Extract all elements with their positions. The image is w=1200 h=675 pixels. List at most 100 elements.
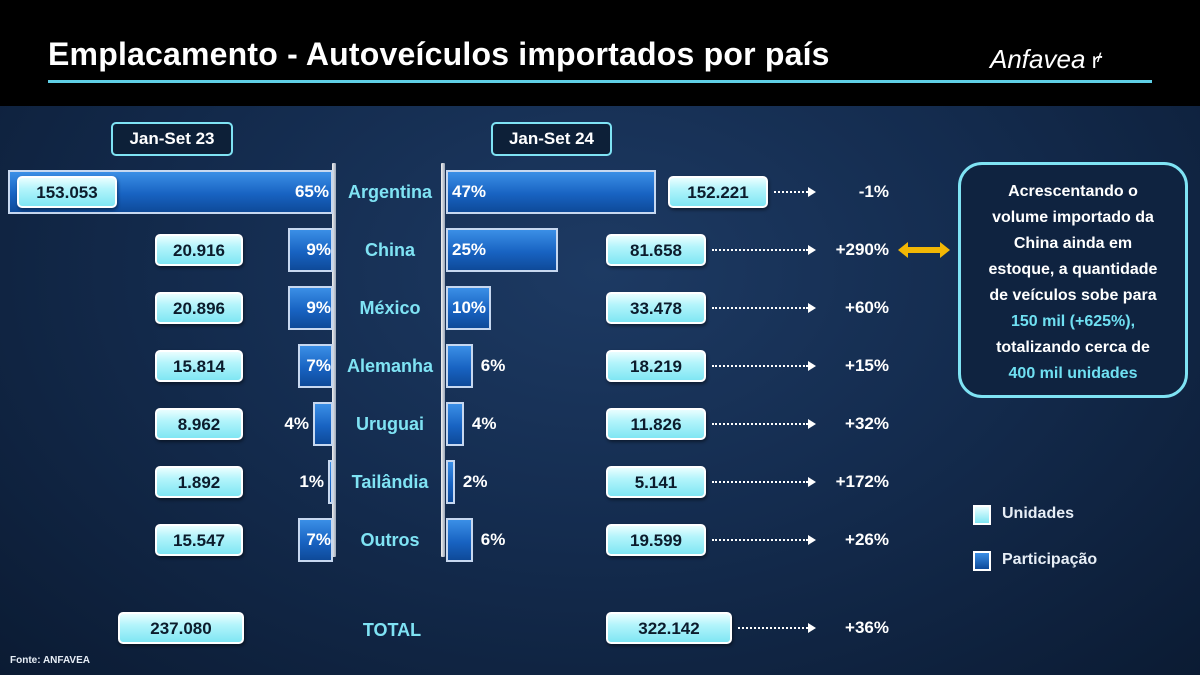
share-bar-2024 <box>446 228 558 272</box>
share-label-2023: 4% <box>284 414 309 433</box>
units-box-2023: 20.916 <box>155 234 243 266</box>
note-line: Acrescentando o <box>1008 183 1138 200</box>
trend-arrow-head <box>808 245 816 255</box>
share-bar-2023 <box>298 344 333 388</box>
legend-swatch-units <box>973 505 991 525</box>
trend-arrow-head <box>808 303 816 313</box>
china-note-box: Acrescentando o volume importado da Chin… <box>958 162 1188 398</box>
share-bar-2024 <box>446 344 473 388</box>
total-variation-label: +36% <box>845 618 889 637</box>
units-box-2024: 5.141 <box>606 466 706 498</box>
period-label-2024: Jan-Set 24 <box>491 122 612 156</box>
country-label: Outros <box>360 530 420 550</box>
country-label: México <box>359 298 421 318</box>
share-label-2024: 6% <box>480 530 506 549</box>
units-box-2023: 20.896 <box>155 292 243 324</box>
share-bar-2023 <box>298 518 333 562</box>
trend-arrow-head <box>808 623 816 633</box>
units-box-2024: 33.478 <box>606 292 706 324</box>
legend-swatch-share <box>973 551 991 571</box>
note-line: China ainda em <box>1013 235 1133 252</box>
trend-arrow-line <box>738 627 808 629</box>
country-label: Alemanha <box>346 356 434 376</box>
variation-label: +26% <box>845 530 889 549</box>
units-box-2024: 19.599 <box>606 524 706 556</box>
logo-text: Anfavea <box>990 44 1086 74</box>
logo-mark-icon: ꝵ <box>1091 48 1103 73</box>
units-box-2023: 15.547 <box>155 524 243 556</box>
share-label-2024: 4% <box>471 414 497 433</box>
share-bar-2024 <box>446 402 464 446</box>
trend-arrow-line <box>712 539 808 541</box>
share-label-2023: 7% <box>306 356 331 375</box>
share-bar-2024 <box>446 518 473 562</box>
variation-label: +32% <box>845 414 889 433</box>
left-separator <box>332 163 336 557</box>
header-bar <box>0 0 1200 106</box>
total-label: TOTAL <box>362 620 422 640</box>
trend-arrow-line <box>712 423 808 425</box>
units-box-2024: 11.826 <box>606 408 706 440</box>
trend-arrow-head <box>808 477 816 487</box>
trend-arrow-head <box>808 361 816 371</box>
units-box-2023: 15.814 <box>155 350 243 382</box>
share-bar-2023 <box>328 460 333 504</box>
variation-label: +15% <box>845 356 889 375</box>
anfavea-logo: Anfavea ꝵ <box>990 44 1155 76</box>
share-label-2023: 65% <box>294 182 329 201</box>
share-label-2024: 6% <box>480 356 506 375</box>
units-box-2024: 81.658 <box>606 234 706 266</box>
units-box-2023: 1.892 <box>155 466 243 498</box>
period-label-2023: Jan-Set 23 <box>111 122 233 156</box>
note-line: de veículos sobe para <box>989 287 1157 304</box>
total-units-2024: 322.142 <box>606 612 732 644</box>
country-label: Uruguai <box>355 414 424 434</box>
units-box-2024: 18.219 <box>606 350 706 382</box>
title-underline <box>48 80 1152 83</box>
trend-arrow-line <box>774 191 808 193</box>
note-line: volume importado da <box>992 209 1154 226</box>
share-bar-2024 <box>446 460 455 504</box>
legend-label-units: Unidades <box>1002 505 1075 522</box>
share-label-2023: 9% <box>306 240 331 259</box>
note-highlight-400mil: 400 mil unidades <box>1008 365 1138 382</box>
share-bar-2023 <box>288 286 333 330</box>
note-line: totalizando cerca de <box>996 339 1150 356</box>
variation-label: -1% <box>858 182 889 201</box>
page-title: Emplacamento - Autoveículos importados p… <box>48 36 830 72</box>
right-separator <box>441 163 445 557</box>
trend-arrow-line <box>712 249 808 251</box>
double-arrow-icon <box>898 242 950 258</box>
share-label-2024: 47% <box>452 182 487 201</box>
units-box-2024: 152.221 <box>668 176 768 208</box>
units-box-2023: 153.053 <box>17 176 117 208</box>
total-units-2023: 237.080 <box>118 612 244 644</box>
units-box-2023: 8.962 <box>155 408 243 440</box>
trend-arrow-head <box>808 535 816 545</box>
note-line: estoque, a quantidade <box>988 261 1158 278</box>
share-bar-2024 <box>446 286 491 330</box>
trend-arrow-head <box>808 187 816 197</box>
country-label: Tailândia <box>351 472 429 492</box>
share-label-2024: 10% <box>452 298 487 317</box>
country-label: Argentina <box>347 182 432 202</box>
share-bar-2023 <box>313 402 333 446</box>
source-note: Fonte: ANFAVEA <box>10 655 90 666</box>
share-label-2023: 1% <box>299 472 324 491</box>
share-bar-2023 <box>288 228 333 272</box>
share-bar-2024 <box>446 170 656 214</box>
trend-arrow-line <box>712 365 808 367</box>
trend-arrow-line <box>712 307 808 309</box>
share-label-2024: 25% <box>452 240 487 259</box>
legend-label-share: Participação <box>1002 551 1098 568</box>
variation-label: +60% <box>845 298 889 317</box>
note-highlight-150mil: 150 mil (+625%), <box>1010 313 1136 330</box>
trend-arrow-line <box>712 481 808 483</box>
share-label-2023: 9% <box>306 298 331 317</box>
country-label: China <box>364 240 415 260</box>
variation-label: +172% <box>835 472 889 491</box>
variation-label: +290% <box>835 240 889 259</box>
trend-arrow-head <box>808 419 816 429</box>
share-label-2024: 2% <box>462 472 488 491</box>
share-label-2023: 7% <box>306 530 331 549</box>
